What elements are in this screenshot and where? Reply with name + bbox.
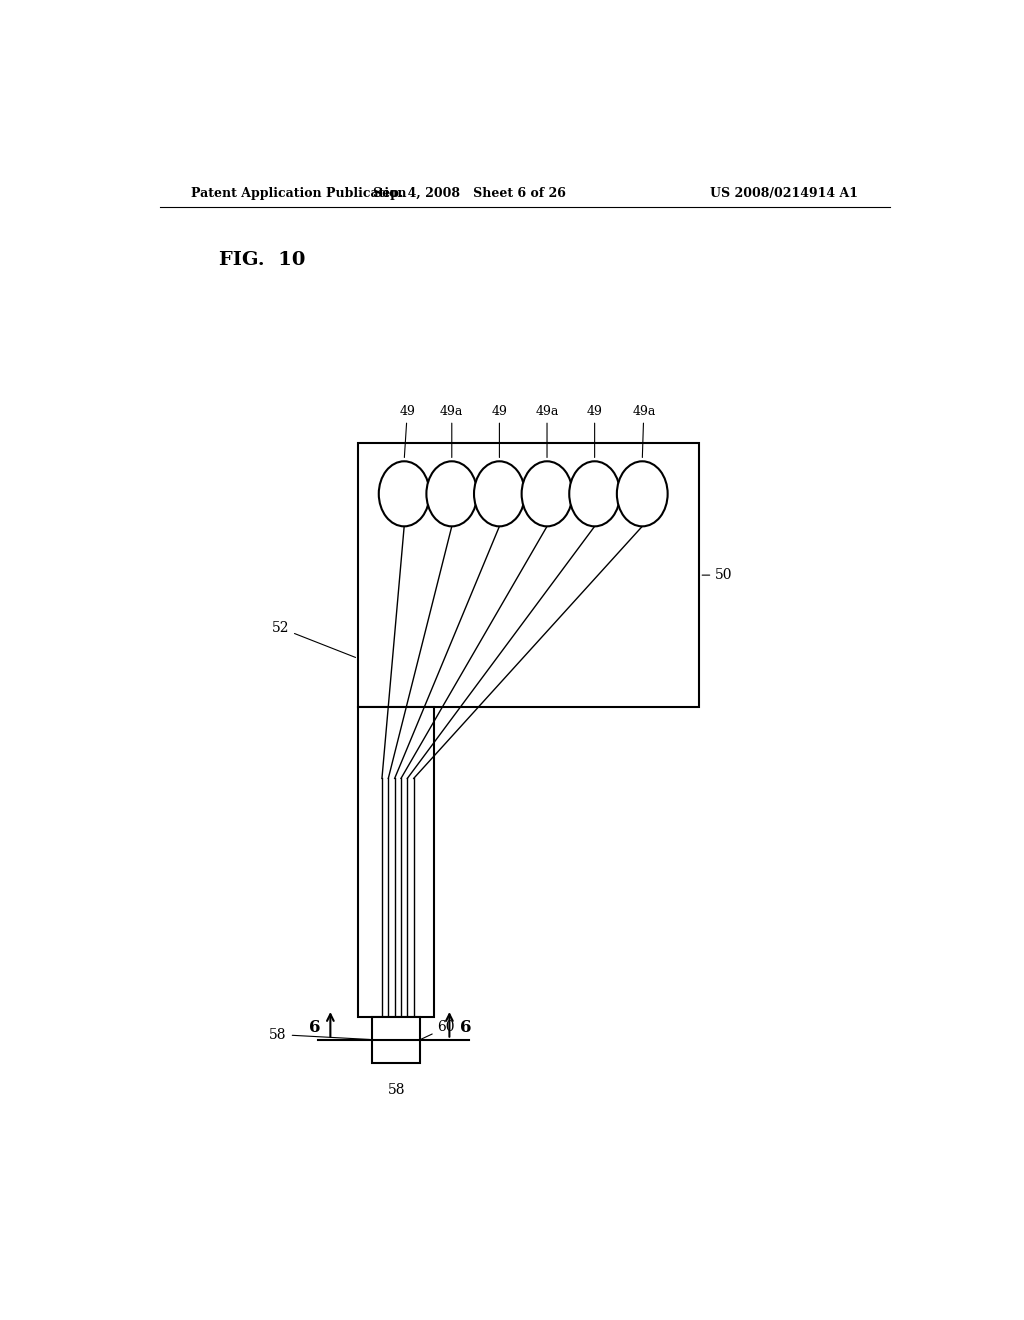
Circle shape bbox=[569, 461, 621, 527]
Text: FIG.  10: FIG. 10 bbox=[219, 251, 305, 269]
Text: 52: 52 bbox=[271, 620, 355, 657]
Text: 49: 49 bbox=[399, 405, 416, 458]
Circle shape bbox=[426, 461, 477, 527]
Text: 6: 6 bbox=[460, 1019, 471, 1036]
Circle shape bbox=[474, 461, 525, 527]
Circle shape bbox=[379, 461, 430, 527]
Bar bbox=[373, 1018, 420, 1063]
Text: Sep. 4, 2008   Sheet 6 of 26: Sep. 4, 2008 Sheet 6 of 26 bbox=[373, 187, 565, 201]
Circle shape bbox=[521, 461, 572, 527]
Text: 6: 6 bbox=[309, 1019, 321, 1036]
Text: 49a: 49a bbox=[440, 405, 464, 458]
Text: 60: 60 bbox=[416, 1020, 455, 1041]
Bar bbox=[358, 708, 433, 1018]
Text: Patent Application Publication: Patent Application Publication bbox=[191, 187, 407, 201]
Text: 58: 58 bbox=[387, 1084, 404, 1097]
Text: 49a: 49a bbox=[536, 405, 559, 458]
Text: 49: 49 bbox=[587, 405, 602, 458]
Circle shape bbox=[616, 461, 668, 527]
Bar bbox=[358, 444, 699, 708]
Text: 50: 50 bbox=[702, 568, 733, 582]
Text: US 2008/0214914 A1: US 2008/0214914 A1 bbox=[710, 187, 858, 201]
Text: 58: 58 bbox=[269, 1027, 370, 1041]
Text: 49: 49 bbox=[492, 405, 507, 458]
Text: 49a: 49a bbox=[632, 405, 655, 458]
